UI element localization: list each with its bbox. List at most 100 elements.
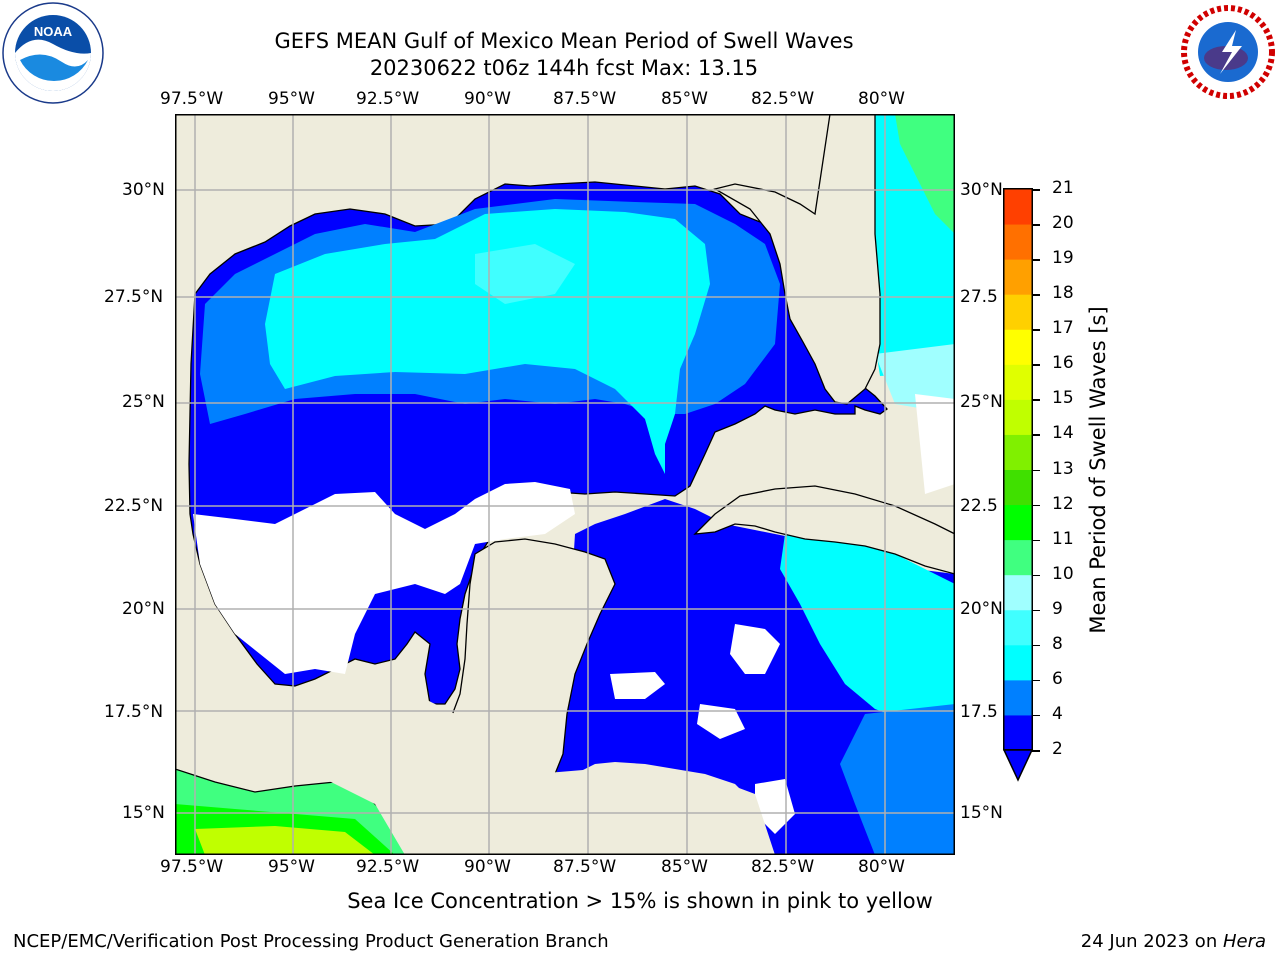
- colorbar-tick-label: 18: [1052, 283, 1074, 304]
- lat-tick: 27.5: [960, 287, 998, 307]
- colorbar-tick-mark: [1032, 189, 1040, 191]
- gulf-band-6s: [265, 209, 710, 474]
- map-title: GEFS MEAN Gulf of Mexico Mean Period of …: [274, 29, 854, 53]
- colorbar-tick-mark: [1032, 609, 1040, 612]
- colorbar-tick-label: 20: [1052, 213, 1074, 234]
- lon-tick: 90°W: [464, 89, 511, 109]
- colorbar-tick-mark: [1032, 224, 1040, 226]
- gulf-blank-region: [193, 482, 575, 674]
- lon-tick: 82.5°W: [751, 89, 815, 109]
- map-panel: [175, 114, 955, 855]
- colorbar-segment: [1004, 609, 1032, 646]
- noaa-logo: NOAA: [2, 2, 104, 104]
- colorbar-tick-mark: [1032, 399, 1040, 401]
- colorbar-segment: [1004, 259, 1032, 295]
- colorbar-tick-label: 9: [1052, 598, 1063, 619]
- colorbar-tick-mark: [1032, 364, 1040, 366]
- atlantic-long-period: [895, 114, 955, 234]
- footer-machine: Hera: [1222, 931, 1266, 952]
- caribbean-band-6s: [780, 529, 955, 724]
- graticule: [175, 114, 955, 855]
- lon-tick: 87.5°W: [553, 857, 617, 877]
- footer-org: NCEP/EMC/Verification Post Processing Pr…: [13, 931, 609, 952]
- colorbar-tick-label: 17: [1052, 318, 1074, 339]
- colorbar-segment: [1004, 434, 1032, 470]
- lat-tick: 27.5°N: [104, 287, 164, 307]
- lon-tick: 90°W: [464, 857, 511, 877]
- colorbar-tick-label: 11: [1052, 528, 1074, 549]
- colorbar-tick-mark: [1032, 679, 1040, 682]
- lon-tick: 87.5°W: [553, 89, 617, 109]
- colorbar-tick-mark: [1032, 329, 1040, 331]
- colorbar-extend-arrow: [1002, 749, 1034, 782]
- colorbar-tick-mark: [1032, 539, 1040, 542]
- colorbar-segment: [1004, 679, 1032, 716]
- lat-tick: 22.5°N: [104, 496, 164, 516]
- lon-tick: 95°W: [268, 857, 315, 877]
- lat-tick: 20°N: [122, 599, 165, 619]
- colorbar-segment: [1004, 224, 1032, 260]
- colorbar-tick-label: 12: [1052, 493, 1074, 514]
- colorbar-segment: [1004, 364, 1032, 400]
- lon-tick: 92.5°W: [356, 89, 420, 109]
- colorbar-tick-mark: [1032, 434, 1040, 436]
- colorbar-tick-label: 13: [1052, 458, 1074, 479]
- nws-logo: [1180, 4, 1276, 100]
- colorbar-tick-mark: [1032, 294, 1040, 296]
- cuba-land: [693, 485, 955, 575]
- colorbar-segment: [1004, 189, 1032, 225]
- lat-tick: 22.5: [960, 496, 998, 516]
- colorbar-tick-label: 21: [1052, 178, 1074, 198]
- caribbean-band-4s: [840, 704, 955, 855]
- lon-tick: 97.5°W: [160, 857, 224, 877]
- lon-tick: 92.5°W: [356, 857, 420, 877]
- colorbar-segment: [1004, 329, 1032, 365]
- lat-tick: 25°N: [960, 392, 1003, 412]
- colorbar-segment: [1004, 399, 1032, 435]
- colorbar-label: Mean Period of Swell Waves [s]: [1086, 306, 1110, 634]
- blank-patch: [755, 779, 795, 834]
- blank-patch: [730, 624, 780, 674]
- lon-tick: 85°W: [661, 89, 708, 109]
- colorbar-segment: [1004, 469, 1032, 506]
- lat-tick: 20°N: [960, 599, 1003, 619]
- blank-patch: [610, 672, 665, 699]
- colorbar-tick-mark: [1032, 644, 1040, 647]
- lon-tick: 82.5°W: [751, 857, 815, 877]
- noaa-text: NOAA: [34, 24, 73, 39]
- colorbar-tick-label: 19: [1052, 248, 1074, 269]
- colorbar-segment: [1004, 644, 1032, 681]
- florida-land: [713, 114, 881, 405]
- colorbar-tick-mark: [1032, 469, 1040, 471]
- lat-tick: 17.5: [960, 702, 998, 722]
- lat-tick: 15°N: [960, 803, 1003, 823]
- footer-date-text: 24 Jun 2023 on: [1080, 931, 1223, 952]
- footer-date: 24 Jun 2023 on Hera: [1081, 931, 1266, 952]
- colorbar-tick-label: 8: [1052, 633, 1063, 654]
- map-subtitle-run: 20230622 t06z 144h fcst Max: 13.15: [369, 56, 759, 80]
- colorbar-tick-label: 6: [1052, 668, 1063, 689]
- yucatan-land: [444, 538, 616, 780]
- colorbar-segment: [1004, 539, 1032, 576]
- lat-tick: 25°N: [122, 392, 165, 412]
- colorbar-tick-mark: [1032, 750, 1040, 752]
- lat-tick: 30°N: [122, 180, 165, 200]
- lat-tick: 30°N: [960, 180, 1003, 200]
- lon-tick: 80°W: [858, 857, 905, 877]
- lat-tick: 15°N: [122, 803, 165, 823]
- pacific-band-13s: [195, 826, 375, 855]
- blank-patch: [915, 394, 955, 494]
- colorbar-segment: [1004, 294, 1032, 330]
- sea-ice-note: Sea Ice Concentration > 15% is shown in …: [347, 889, 933, 913]
- gulf-band-8s: [475, 244, 575, 304]
- colorbar-tick-label: 16: [1052, 353, 1074, 374]
- colorbar: [1002, 188, 1034, 782]
- colorbar-tick-mark: [1032, 504, 1040, 507]
- map-frame: [175, 114, 955, 855]
- lon-tick: 97.5°W: [160, 89, 224, 109]
- colorbar-tick-mark: [1032, 259, 1040, 261]
- colorbar-tick-label: 15: [1052, 388, 1074, 409]
- colorbar-tick-label: 10: [1052, 563, 1074, 584]
- colorbar-tick-mark: [1032, 574, 1040, 577]
- lon-tick: 80°W: [858, 89, 905, 109]
